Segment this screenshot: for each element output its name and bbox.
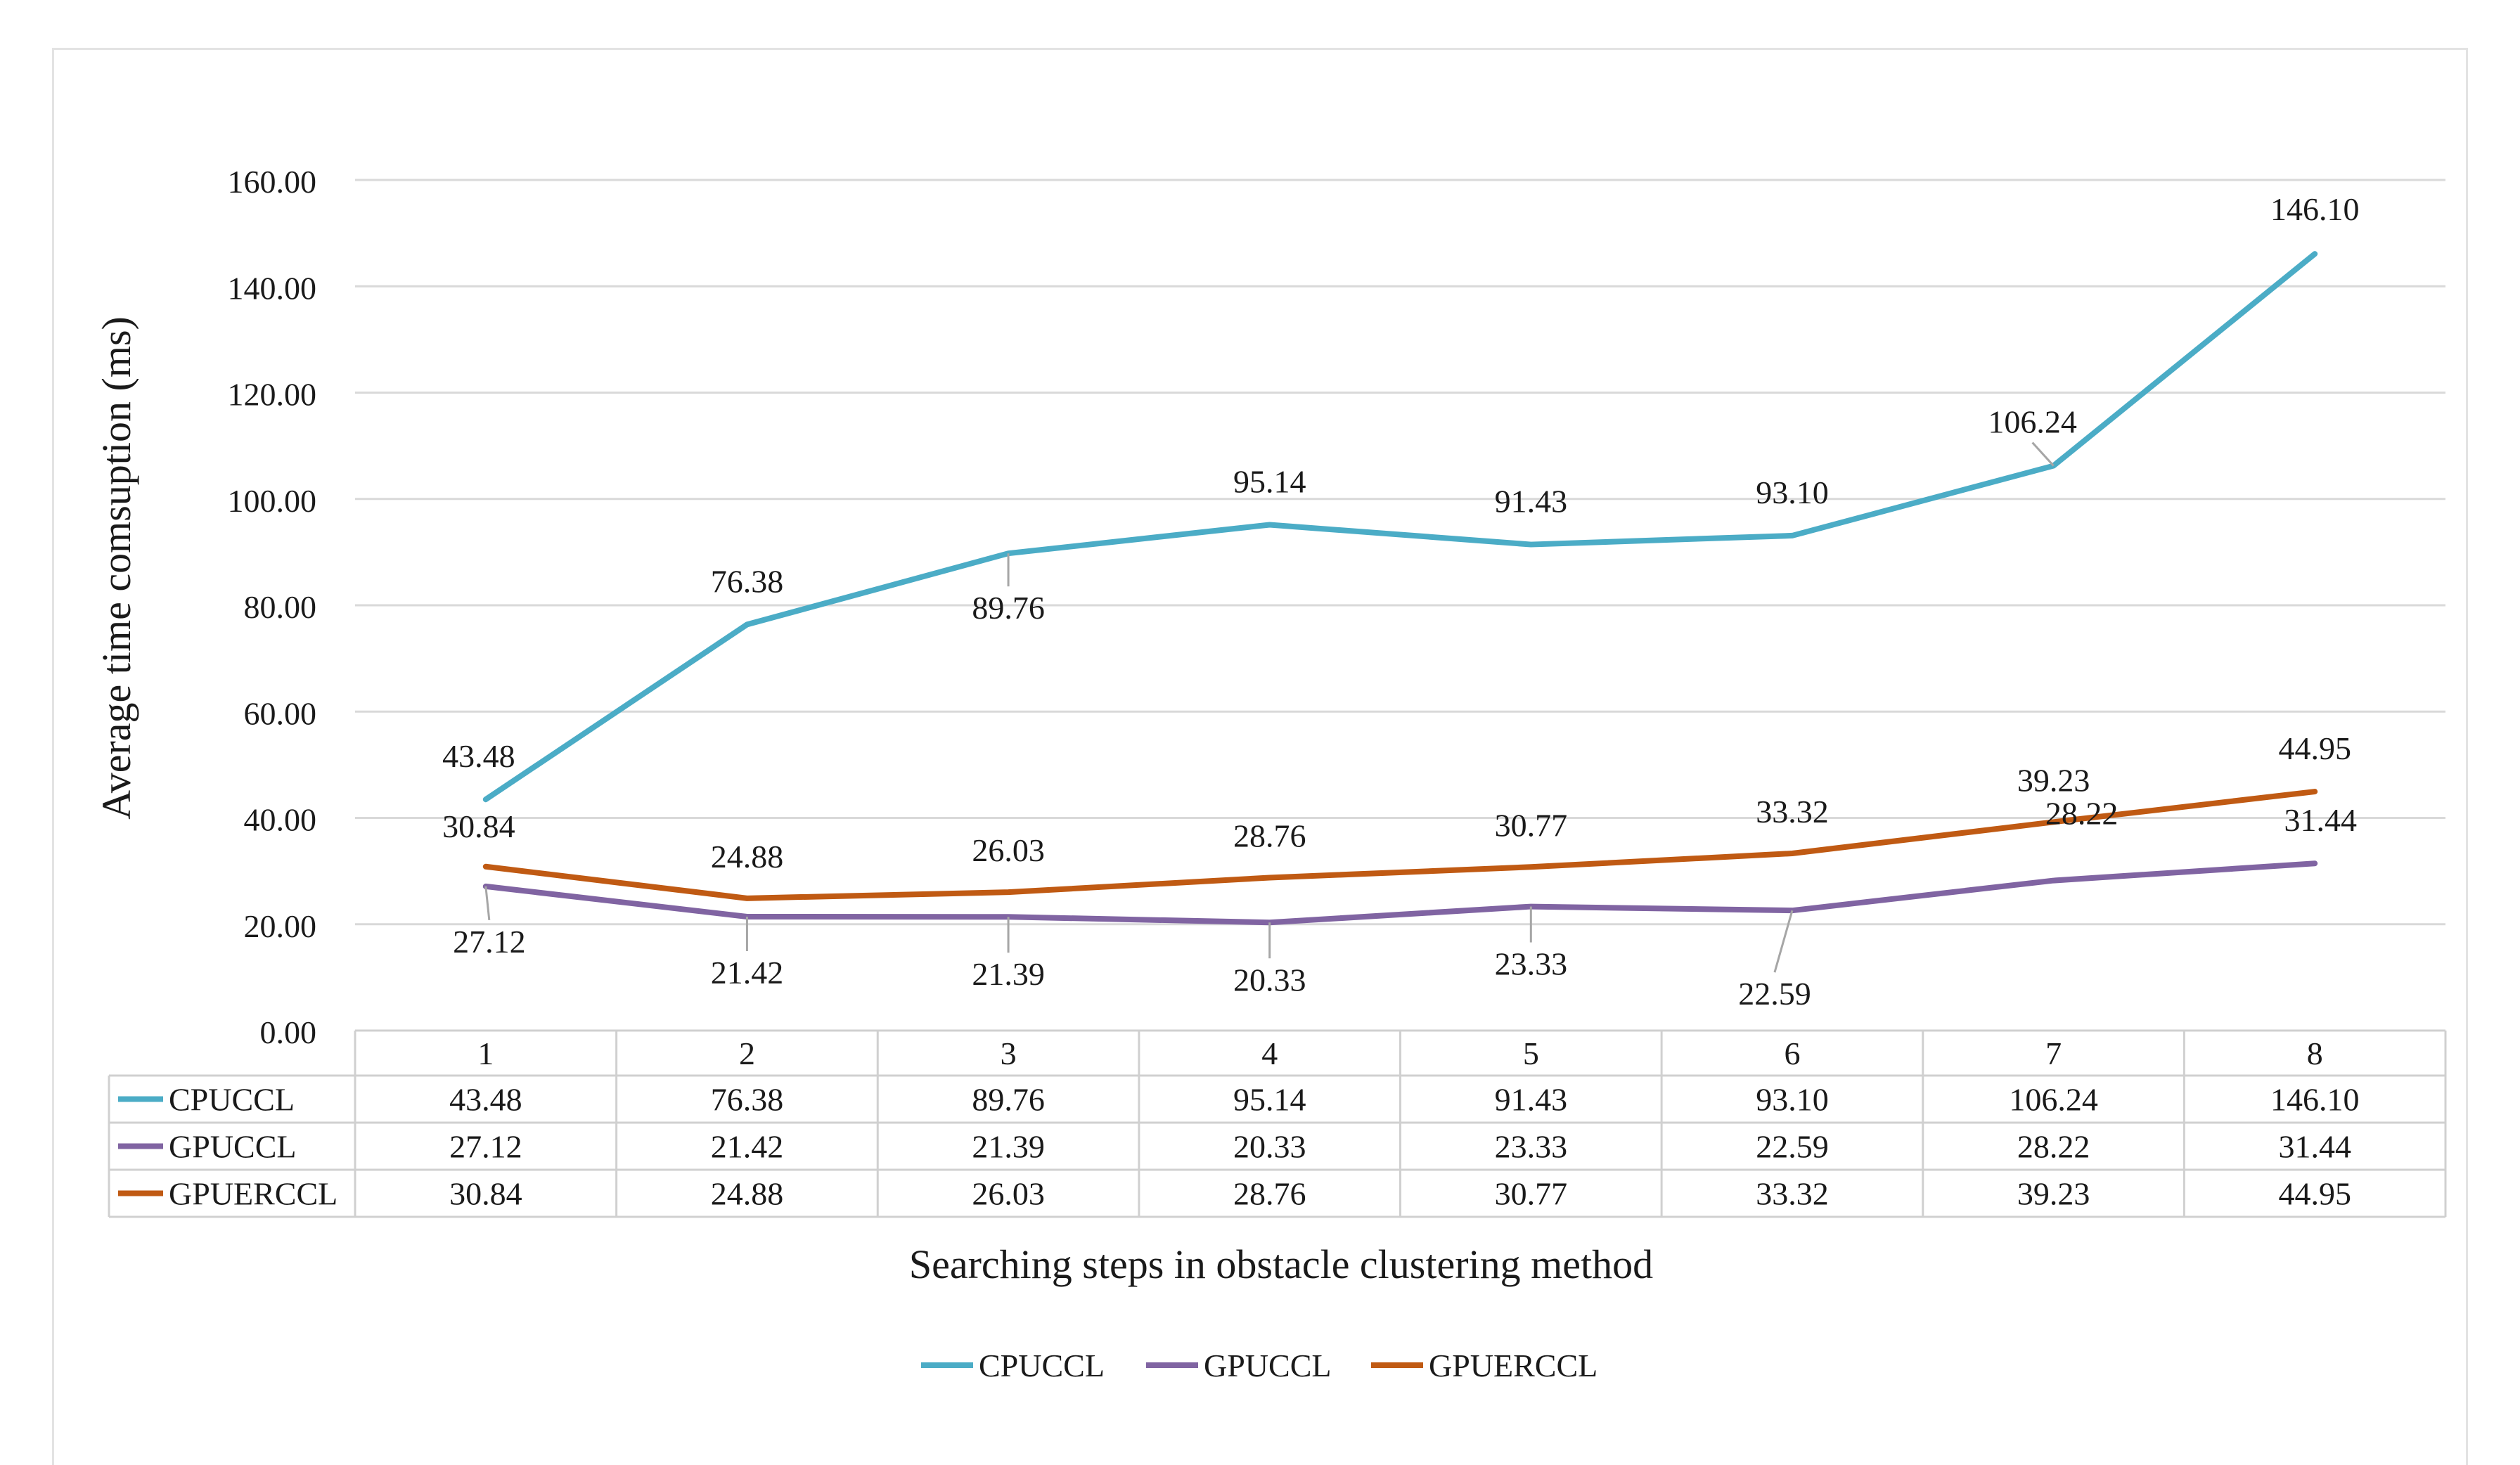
data-label: 43.48 xyxy=(442,738,515,774)
y-axis: 0.00 20.00 40.00 60.00 80.00 100.00 120.00 140.… xyxy=(228,164,317,1050)
table-cell: 106.24 xyxy=(2009,1082,2098,1118)
table-cell: 93.10 xyxy=(1756,1082,1829,1118)
x-tick-label: 7 xyxy=(2045,1035,2062,1071)
table-cell: 31.44 xyxy=(2278,1129,2351,1165)
x-tick-label: 1 xyxy=(477,1035,494,1071)
y-tick-label: 0.00 xyxy=(260,1014,317,1050)
table-cell: 43.48 xyxy=(449,1082,522,1118)
y-axis-title: Average time comsuption (ms) xyxy=(94,316,139,820)
table-cell: 22.59 xyxy=(1756,1129,1829,1165)
data-label: 30.84 xyxy=(442,808,515,844)
table-cell: 39.23 xyxy=(2017,1176,2090,1212)
table-cell: 28.22 xyxy=(2017,1129,2090,1165)
table-cell: 76.38 xyxy=(711,1082,784,1118)
series-lines xyxy=(482,251,2318,926)
table-cell: 95.14 xyxy=(1233,1082,1306,1118)
data-label: 23.33 xyxy=(1495,946,1568,982)
y-tick-label: 140.00 xyxy=(228,270,317,306)
data-label: 33.32 xyxy=(1756,794,1829,830)
y-tick-label: 20.00 xyxy=(244,908,317,944)
data-label: 21.42 xyxy=(711,955,784,990)
table-cell: 24.88 xyxy=(711,1176,784,1212)
data-label: 95.14 xyxy=(1233,464,1306,500)
data-label: 22.59 xyxy=(1738,976,1811,1012)
label-leader-lines xyxy=(484,441,2055,973)
data-label: 26.03 xyxy=(972,832,1045,868)
y-tick-label: 100.00 xyxy=(228,483,317,519)
table-cell: 27.12 xyxy=(449,1129,522,1165)
data-label: 91.43 xyxy=(1495,484,1568,519)
table-cell: 21.39 xyxy=(972,1129,1045,1165)
data-label: 20.33 xyxy=(1233,962,1306,998)
legend-label: CPUCCL xyxy=(979,1348,1105,1383)
data-label: 21.39 xyxy=(972,956,1045,992)
x-tick-label: 8 xyxy=(2307,1035,2323,1071)
data-label: 28.76 xyxy=(1233,818,1306,854)
table-cell: 26.03 xyxy=(972,1176,1045,1212)
x-tick-label: 4 xyxy=(1261,1035,1278,1071)
leader-line xyxy=(2031,441,2055,467)
data-label: 31.44 xyxy=(2284,802,2357,838)
chart-frame xyxy=(52,48,2468,1465)
table-cell: 146.10 xyxy=(2270,1082,2360,1118)
table-series-name: GPUERCCL xyxy=(169,1176,338,1212)
data-table: 1 2 3 4 5 6 7 8 CPUCCL 43.48 76.38 89.76 95.14 91.43 9… xyxy=(108,1029,2447,1218)
data-label: 93.10 xyxy=(1756,475,1829,510)
data-label: 76.38 xyxy=(711,563,784,599)
series-line-cpuccl xyxy=(482,251,2318,803)
y-tick-label: 40.00 xyxy=(244,802,317,838)
table-cell: 89.76 xyxy=(972,1082,1045,1118)
series-line-gpuccl xyxy=(482,860,2318,926)
data-label: 39.23 xyxy=(2017,762,2090,798)
legend: CPUCCL GPUCCL GPUERCCL xyxy=(921,1348,1598,1383)
table-series-name: CPUCCL xyxy=(169,1082,295,1118)
x-axis-title: Searching steps in obstacle clustering m… xyxy=(909,1241,1653,1287)
table-cell: 30.84 xyxy=(449,1176,522,1212)
data-labels: 43.48 76.38 89.76 95.14 91.43 93.10 106.24 146.… xyxy=(442,191,2359,1012)
leader-line xyxy=(1773,910,1794,973)
data-label: 89.76 xyxy=(972,590,1045,626)
table-cell: 20.33 xyxy=(1233,1129,1306,1165)
y-tick-label: 120.00 xyxy=(228,377,317,413)
x-tick-label: 3 xyxy=(1001,1035,1017,1071)
x-tick-label: 5 xyxy=(1523,1035,1539,1071)
data-label: 24.88 xyxy=(711,839,784,875)
leader-line xyxy=(484,886,491,921)
y-tick-label: 160.00 xyxy=(228,164,317,200)
table-cell: 28.76 xyxy=(1233,1176,1306,1212)
table-cell: 30.77 xyxy=(1495,1176,1568,1212)
legend-label: GPUERCCL xyxy=(1429,1348,1598,1383)
data-label: 106.24 xyxy=(1988,404,2077,440)
gridlines xyxy=(355,179,2445,1032)
y-tick-label: 60.00 xyxy=(244,695,317,731)
table-cell: 23.33 xyxy=(1495,1129,1568,1165)
table-cell: 33.32 xyxy=(1756,1176,1829,1212)
table-cell: 21.42 xyxy=(711,1129,784,1165)
data-label: 44.95 xyxy=(2278,730,2351,766)
legend-label: GPUCCL xyxy=(1204,1348,1331,1383)
series-line-gpuerccl xyxy=(482,789,2318,901)
x-tick-label: 6 xyxy=(1784,1035,1800,1071)
x-tick-label: 2 xyxy=(739,1035,755,1071)
table-cell: 44.95 xyxy=(2278,1176,2351,1212)
data-label: 146.10 xyxy=(2270,191,2360,227)
data-label: 27.12 xyxy=(453,924,526,960)
table-cell: 91.43 xyxy=(1495,1082,1568,1118)
table-series-name: GPUCCL xyxy=(169,1129,296,1165)
data-label: 28.22 xyxy=(2045,796,2119,832)
y-tick-label: 80.00 xyxy=(244,589,317,625)
data-label: 30.77 xyxy=(1495,807,1568,843)
